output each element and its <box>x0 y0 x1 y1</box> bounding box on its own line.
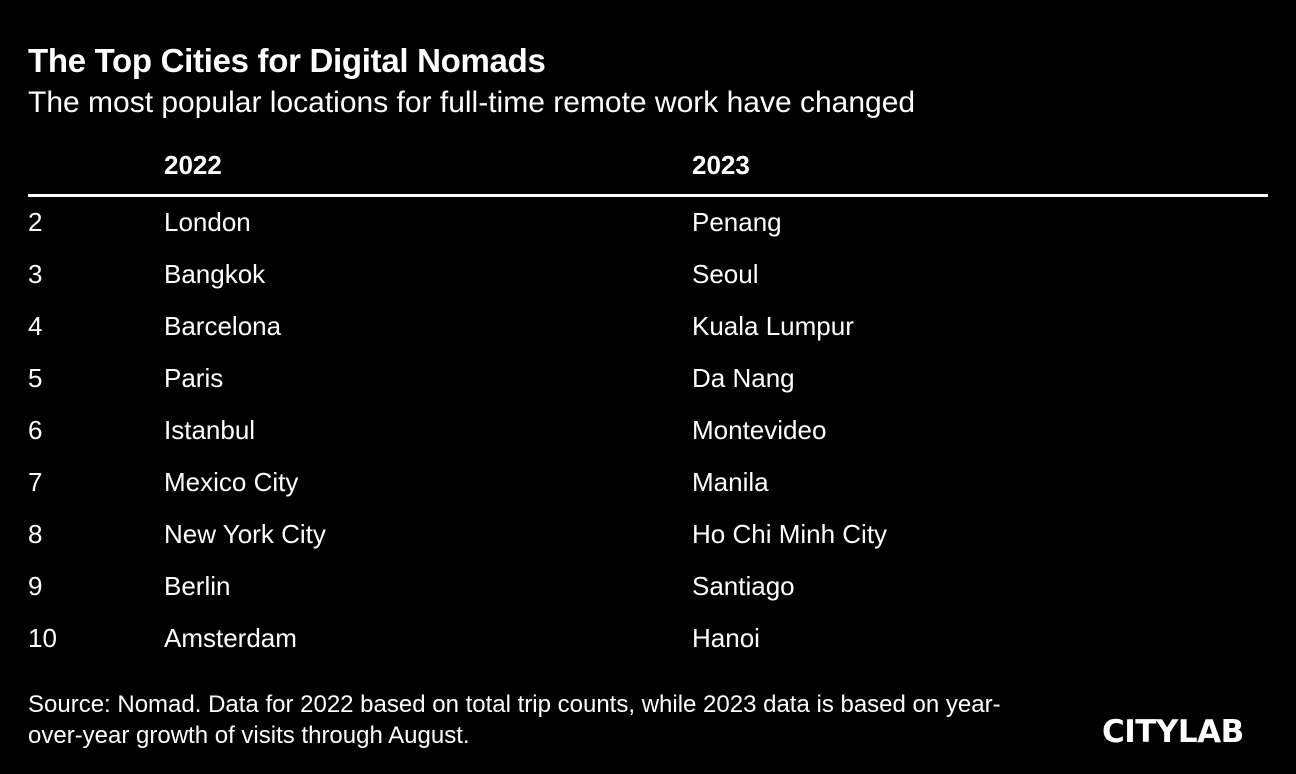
source-note: Source: Nomad. Data for 2022 based on to… <box>28 691 1001 749</box>
rank-cell: 2 <box>28 207 43 237</box>
city-2023-cell: Seoul <box>692 259 759 289</box>
table-row: 3 Bangkok Seoul <box>0 248 1296 300</box>
column-header-2023: 2023 <box>692 150 750 180</box>
city-2022-cell: London <box>164 207 251 237</box>
chart-title: The Top Cities for Digital Nomads <box>28 42 546 79</box>
city-2023-cell: Ho Chi Minh City <box>692 519 888 549</box>
table-row: 7 Mexico City Manila <box>0 456 1296 508</box>
city-2022-cell: Paris <box>164 363 224 393</box>
city-2022-cell: Istanbul <box>164 415 256 445</box>
table-row: 6 Istanbul Montevideo <box>0 404 1296 456</box>
rank-cell: 3 <box>28 259 43 289</box>
city-2023-cell: Da Nang <box>692 363 795 393</box>
header-rule <box>28 194 1268 197</box>
rank-cell: 9 <box>28 571 43 601</box>
city-2023-cell: Hanoi <box>692 623 760 653</box>
rank-cell: 5 <box>28 363 43 393</box>
city-2023-cell: Manila <box>692 467 769 497</box>
rank-cell: 8 <box>28 519 43 549</box>
city-2023-cell: Kuala Lumpur <box>692 311 854 341</box>
city-2022-cell: Mexico City <box>164 467 299 497</box>
city-2022-cell: Bangkok <box>164 259 266 289</box>
table-row: 10 Amsterdam Hanoi <box>0 612 1296 664</box>
rank-cell: 4 <box>28 311 43 341</box>
city-2023-cell: Montevideo <box>692 415 827 445</box>
table-row: 8 New York City Ho Chi Minh City <box>0 508 1296 560</box>
city-2023-cell: Santiago <box>692 571 795 601</box>
table-row: 4 Barcelona Kuala Lumpur <box>0 300 1296 352</box>
rank-cell: 7 <box>28 467 43 497</box>
chart-subtitle: The most popular locations for full-time… <box>28 86 916 119</box>
rank-cell: 6 <box>28 415 43 445</box>
citylab-logo: CITYLAB <box>1102 714 1244 750</box>
city-2022-cell: Barcelona <box>164 311 282 341</box>
table-row: 2 London Penang <box>0 196 1296 248</box>
city-2022-cell: Amsterdam <box>164 623 297 653</box>
city-2022-cell: New York City <box>164 519 326 549</box>
city-2023-cell: Penang <box>692 207 782 237</box>
table-row: 9 Berlin Santiago <box>0 560 1296 612</box>
table-row: 5 Paris Da Nang <box>0 352 1296 404</box>
rank-cell: 10 <box>28 623 57 653</box>
city-2022-cell: Berlin <box>164 571 231 601</box>
column-header-2022: 2022 <box>164 150 222 180</box>
